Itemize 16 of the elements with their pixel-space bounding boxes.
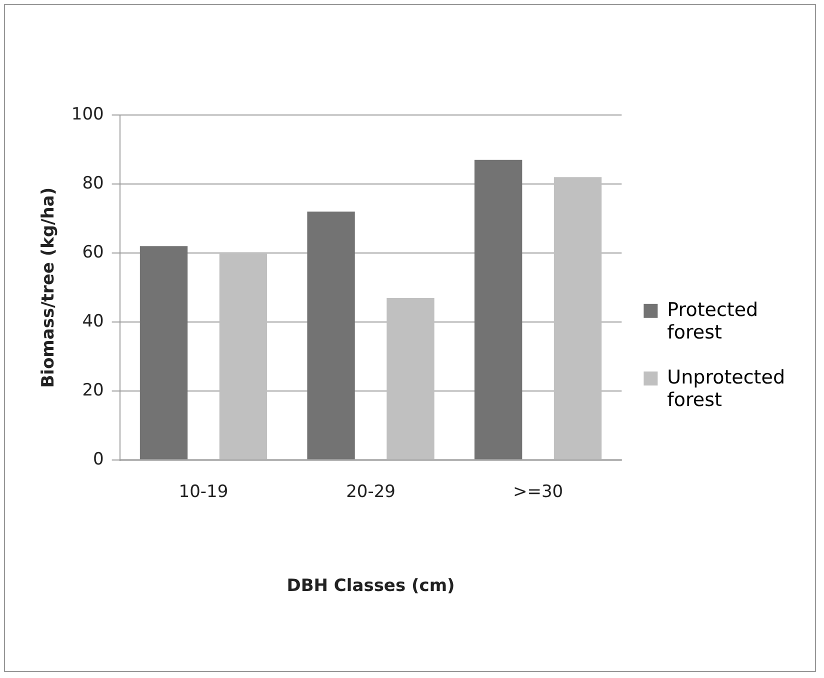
y-axis-title: Biomass/tree (kg/ha) xyxy=(38,187,59,388)
legend-label: Unprotected forest xyxy=(667,366,786,412)
y-tick-label: 20 xyxy=(82,380,104,401)
bar xyxy=(474,160,522,460)
x-tick-label: 10-19 xyxy=(178,482,228,502)
y-tick-label: 80 xyxy=(82,173,104,194)
y-tick-label: 60 xyxy=(82,242,104,262)
x-tick-label: 20-29 xyxy=(346,482,396,502)
x-tick-label: >=30 xyxy=(512,482,564,502)
x-axis-title: DBH Classes (cm) xyxy=(286,576,455,596)
y-tick-label: 0 xyxy=(93,450,104,470)
bar xyxy=(307,212,355,460)
y-tick-label: 40 xyxy=(82,312,104,332)
legend-label: Protected forest xyxy=(667,298,758,344)
bar xyxy=(140,246,188,460)
y-tick-label: 100 xyxy=(71,104,104,124)
